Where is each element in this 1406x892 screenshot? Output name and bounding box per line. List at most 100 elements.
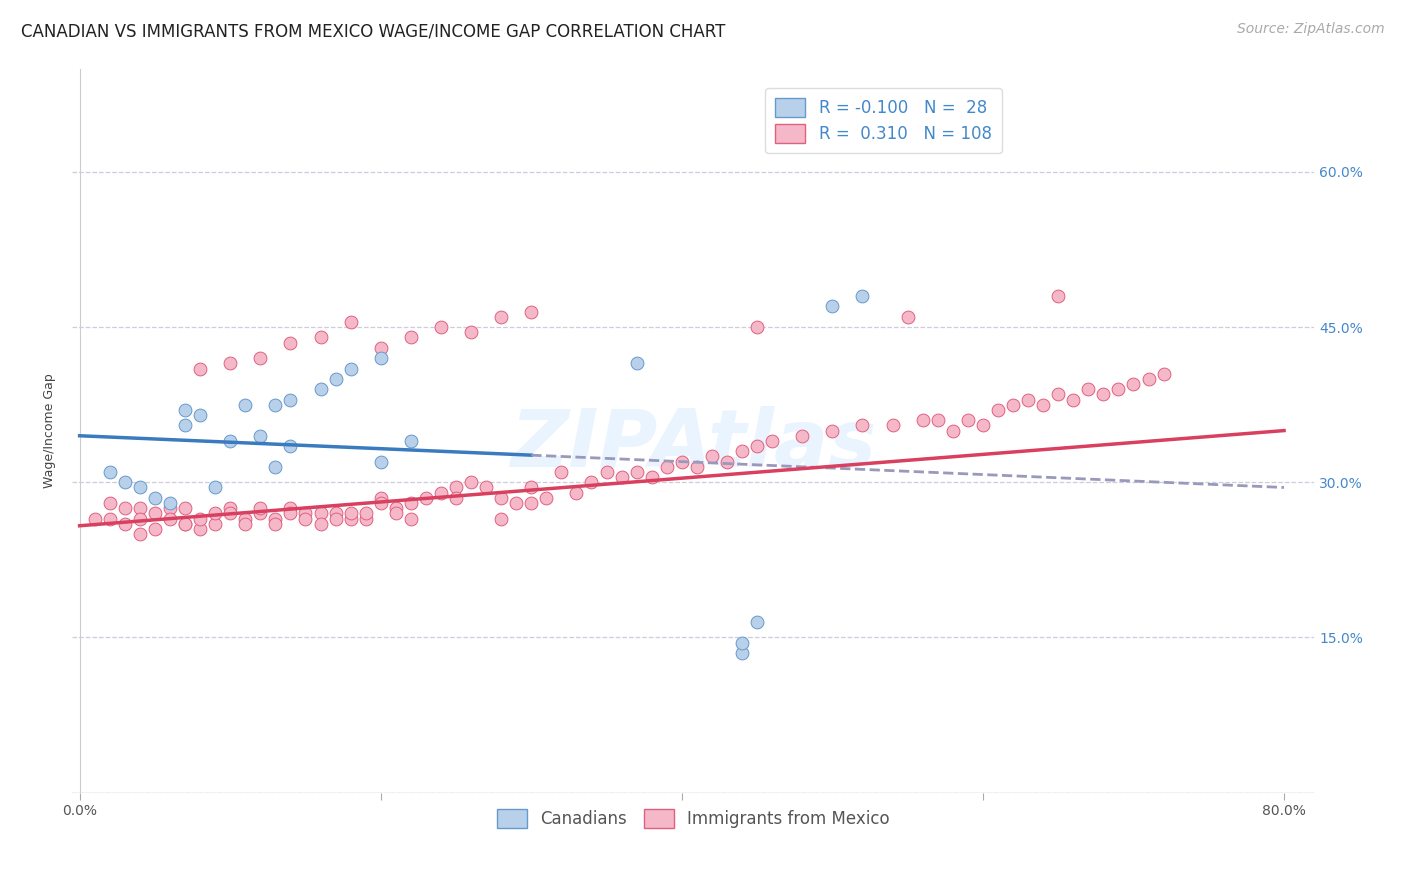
Point [219, 356, 242, 370]
Point [430, 485, 453, 500]
Point [399, 434, 422, 448]
Point [1107, 382, 1129, 396]
Point [972, 418, 994, 433]
Point [98, 496, 121, 510]
Point [159, 501, 181, 516]
Point [731, 646, 754, 660]
Point [430, 320, 453, 334]
Point [249, 429, 271, 443]
Point [851, 289, 873, 303]
Point [325, 372, 347, 386]
Point [731, 635, 754, 649]
Point [927, 413, 949, 427]
Point [309, 330, 332, 344]
Point [174, 516, 197, 531]
Point [339, 361, 361, 376]
Legend: Canadians, Immigrants from Mexico: Canadians, Immigrants from Mexico [491, 803, 896, 835]
Point [489, 310, 512, 324]
Point [159, 511, 181, 525]
Point [339, 506, 361, 520]
Point [354, 506, 377, 520]
Point [987, 403, 1010, 417]
Point [280, 501, 302, 516]
Point [489, 491, 512, 505]
Point [280, 392, 302, 407]
Point [174, 516, 197, 531]
Point [143, 491, 166, 505]
Point [174, 418, 197, 433]
Point [1153, 367, 1175, 381]
Point [520, 481, 543, 495]
Point [384, 506, 406, 520]
Point [188, 511, 211, 525]
Point [114, 501, 136, 516]
Point [309, 506, 332, 520]
Point [1017, 392, 1039, 407]
Point [280, 506, 302, 520]
Point [325, 511, 347, 525]
Point [174, 403, 197, 417]
Point [956, 413, 979, 427]
Point [399, 496, 422, 510]
Point [264, 516, 287, 531]
Point [1092, 387, 1115, 401]
Point [641, 470, 664, 484]
Point [700, 450, 723, 464]
Point [294, 511, 316, 525]
Point [444, 491, 467, 505]
Point [536, 491, 558, 505]
Point [911, 413, 934, 427]
Point [565, 485, 588, 500]
Point [671, 455, 693, 469]
Point [716, 455, 738, 469]
Point [1137, 372, 1160, 386]
Point [309, 516, 332, 531]
Point [626, 465, 648, 479]
Point [399, 511, 422, 525]
Point [264, 511, 287, 525]
Point [143, 506, 166, 520]
Point [731, 444, 754, 458]
Point [143, 522, 166, 536]
Point [219, 506, 242, 520]
Point [897, 310, 920, 324]
Point [792, 429, 814, 443]
Point [505, 496, 527, 510]
Point [761, 434, 783, 448]
Point [280, 335, 302, 350]
Point [219, 501, 242, 516]
Point [520, 304, 543, 318]
Point [264, 459, 287, 474]
Point [204, 481, 226, 495]
Point [745, 439, 768, 453]
Point [686, 459, 709, 474]
Point [370, 455, 392, 469]
Point [370, 496, 392, 510]
Point [128, 501, 150, 516]
Point [581, 475, 603, 490]
Point [339, 315, 361, 329]
Point [745, 320, 768, 334]
Point [249, 506, 271, 520]
Point [821, 300, 844, 314]
Point [309, 382, 332, 396]
Point [249, 501, 271, 516]
Point [188, 522, 211, 536]
Point [942, 424, 965, 438]
Point [550, 465, 572, 479]
Point [370, 351, 392, 366]
Text: CANADIAN VS IMMIGRANTS FROM MEXICO WAGE/INCOME GAP CORRELATION CHART: CANADIAN VS IMMIGRANTS FROM MEXICO WAGE/… [21, 22, 725, 40]
Point [98, 511, 121, 525]
Point [233, 398, 256, 412]
Point [354, 511, 377, 525]
Point [1047, 387, 1070, 401]
Point [294, 506, 316, 520]
Point [1077, 382, 1099, 396]
Point [204, 516, 226, 531]
Point [264, 398, 287, 412]
Point [475, 481, 498, 495]
Point [1047, 289, 1070, 303]
Text: Source: ZipAtlas.com: Source: ZipAtlas.com [1237, 22, 1385, 37]
Point [98, 465, 121, 479]
Point [520, 496, 543, 510]
